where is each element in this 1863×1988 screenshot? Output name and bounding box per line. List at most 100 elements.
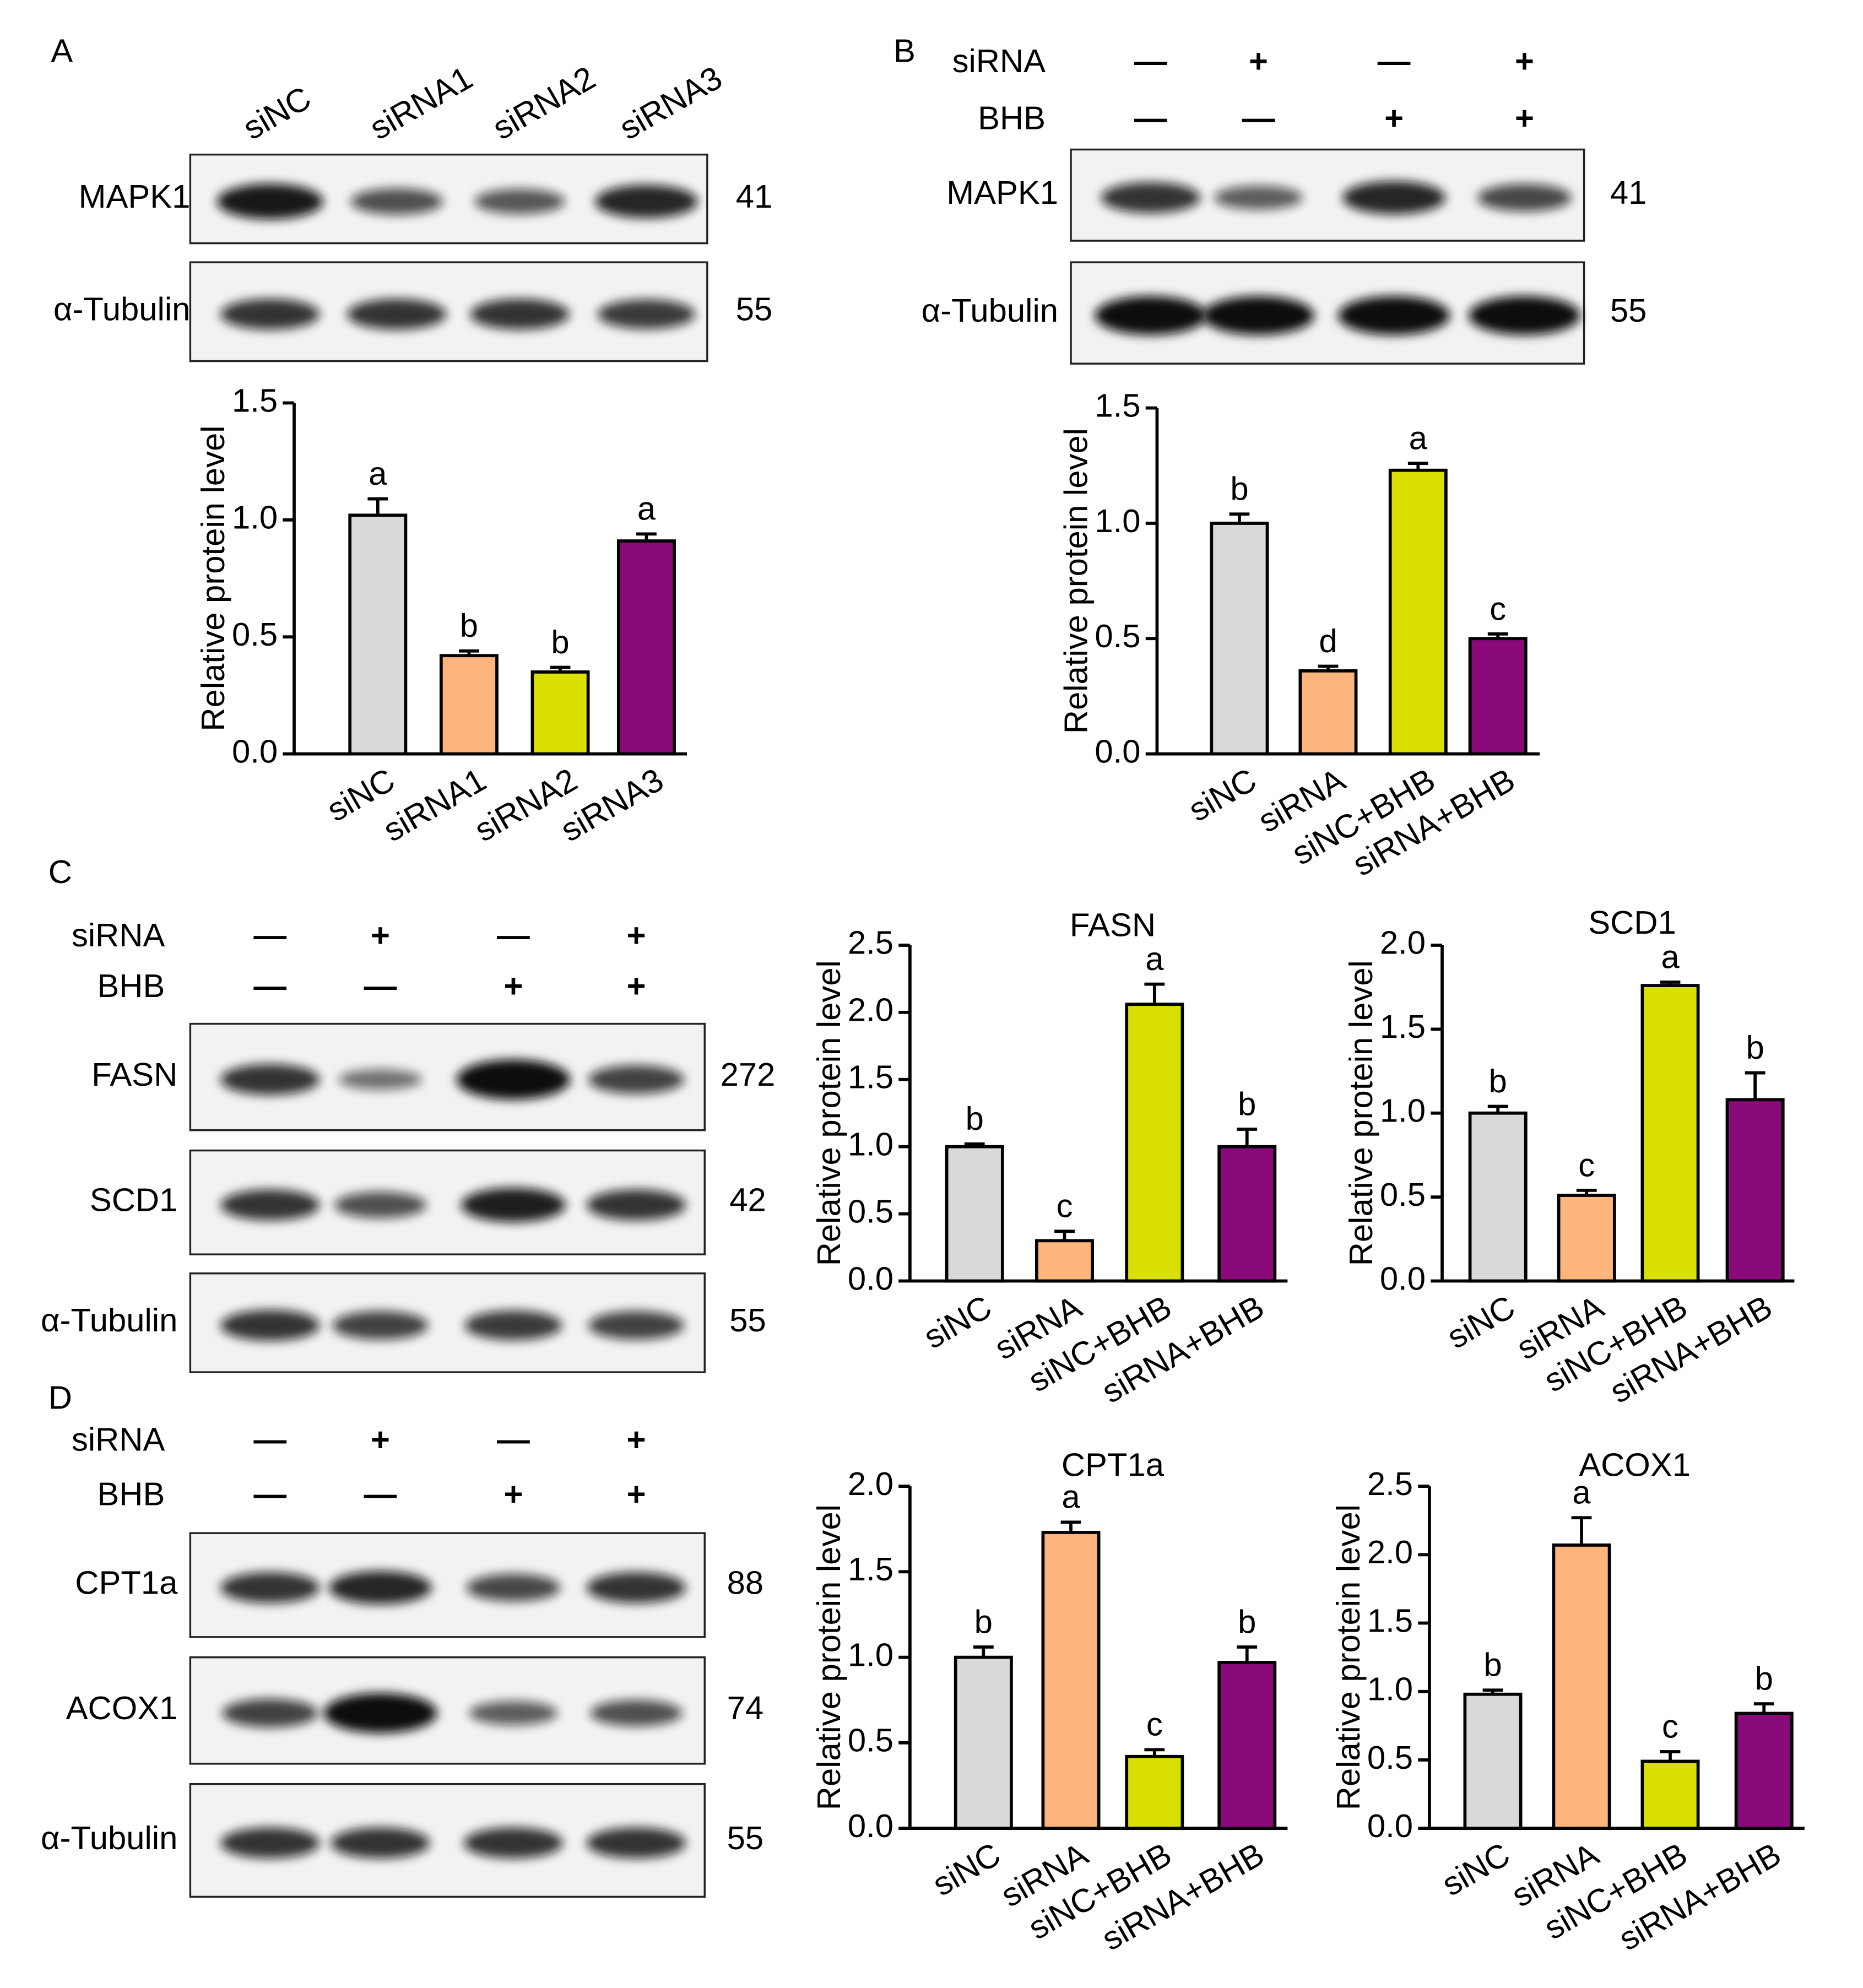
significance-letter: b xyxy=(1746,1029,1764,1066)
blot-band xyxy=(220,299,320,330)
bar xyxy=(1463,1692,1523,1830)
y-tick-label: 0.0 xyxy=(232,733,278,770)
bar xyxy=(1640,984,1700,1283)
blot-band xyxy=(597,299,696,329)
condition-sign: + xyxy=(1249,42,1268,79)
blot-band xyxy=(1477,183,1572,212)
significance-letter: b xyxy=(966,1100,984,1137)
significance-letter: a xyxy=(1661,938,1680,975)
y-tick-label: 2.5 xyxy=(1367,1465,1413,1502)
y-tick-label: 0.5 xyxy=(1380,1176,1426,1213)
x-tick-label: siNC xyxy=(918,1288,998,1356)
blot-band xyxy=(220,1572,320,1604)
kda-label: 74 xyxy=(727,1689,764,1726)
condition-sign: + xyxy=(503,1475,523,1512)
blot-band xyxy=(331,1827,430,1859)
error-bar xyxy=(550,665,571,672)
y-axis-label: Relative protein level xyxy=(194,425,231,731)
significance-letter: c xyxy=(1057,1188,1073,1225)
x-tick-label: siNC xyxy=(1182,761,1263,829)
blot-band xyxy=(463,1827,564,1859)
error-bar xyxy=(1144,1748,1165,1757)
protein-name: α-Tubulin xyxy=(41,1302,177,1339)
error-bar xyxy=(367,497,388,516)
y-tick-label: 0.5 xyxy=(232,616,278,653)
bar xyxy=(1035,1239,1094,1283)
error-bar xyxy=(1060,1520,1081,1532)
condition-sign: + xyxy=(627,917,646,954)
bar xyxy=(1125,1754,1184,1830)
condition-sign: — xyxy=(364,1475,397,1512)
blot-band xyxy=(1214,185,1303,210)
bar xyxy=(530,670,590,756)
error-bar xyxy=(1144,982,1165,1005)
blot-band xyxy=(350,188,443,215)
significance-letter: c xyxy=(1662,1708,1678,1745)
y-tick-label: 1.5 xyxy=(232,382,278,419)
error-bar xyxy=(1576,1189,1597,1196)
significance-letter: c xyxy=(1578,1146,1595,1183)
bar xyxy=(954,1655,1013,1830)
error-bar xyxy=(964,1142,985,1147)
significance-letter: b xyxy=(1238,1085,1256,1122)
blot-band xyxy=(329,1571,432,1605)
condition-name: siRNA xyxy=(72,917,165,954)
condition-sign: — xyxy=(253,917,286,954)
error-bar xyxy=(1487,632,1508,639)
error-bar xyxy=(1571,1516,1592,1545)
error-bar xyxy=(1054,1229,1075,1241)
bar xyxy=(439,654,499,756)
y-tick-label: 1.0 xyxy=(1367,1671,1413,1708)
condition-sign: — xyxy=(364,967,397,1004)
x-tick-label: siNC xyxy=(1440,1288,1521,1356)
significance-letter: c xyxy=(1490,590,1506,627)
significance-letter: b xyxy=(460,607,478,644)
kda-label: 55 xyxy=(727,1819,764,1856)
y-tick-label: 1.0 xyxy=(1380,1092,1426,1129)
condition-sign: — xyxy=(1134,99,1167,136)
condition-name: BHB xyxy=(97,1475,165,1512)
y-tick-label: 1.5 xyxy=(1380,1008,1426,1045)
bar xyxy=(1468,637,1528,756)
blot-band xyxy=(338,1069,423,1090)
condition-sign: — xyxy=(497,917,530,954)
blot-band xyxy=(1342,181,1445,214)
bar xyxy=(348,513,408,756)
condition-sign: — xyxy=(1134,42,1167,79)
significance-letter: b xyxy=(974,1603,993,1640)
y-axis-label: Relative protein level xyxy=(1342,960,1379,1266)
panel-letter: B xyxy=(893,32,916,69)
y-tick-label: 1.0 xyxy=(848,1636,893,1673)
blot-band xyxy=(220,1827,320,1859)
bar xyxy=(1468,1111,1528,1283)
y-tick-label: 1.5 xyxy=(848,1551,893,1588)
condition-sign: + xyxy=(627,1475,646,1512)
blot-band xyxy=(1095,296,1207,335)
y-axis-label: Relative protein level xyxy=(1058,428,1095,734)
y-tick-label: 2.5 xyxy=(848,924,893,961)
significance-letter: b xyxy=(1238,1603,1256,1640)
blot-band xyxy=(595,185,698,218)
lane-label: siRNA2 xyxy=(486,59,602,147)
error-bar xyxy=(1482,1688,1503,1694)
protein-name: SCD1 xyxy=(90,1182,178,1218)
bar xyxy=(1734,1711,1794,1830)
y-tick-label: 0.5 xyxy=(1367,1739,1413,1776)
kda-label: 88 xyxy=(727,1564,764,1601)
bar xyxy=(1217,1661,1277,1830)
kda-label: 42 xyxy=(729,1182,766,1218)
significance-letter: a xyxy=(1062,1478,1080,1515)
kda-label: 41 xyxy=(736,178,773,215)
y-tick-label: 1.0 xyxy=(232,499,278,536)
significance-letter: b xyxy=(1230,470,1248,507)
error-bar xyxy=(1487,1104,1508,1113)
error-bar xyxy=(1753,1702,1774,1714)
bar xyxy=(1041,1531,1101,1830)
blot-band xyxy=(1338,296,1450,335)
blot-band xyxy=(332,1311,429,1340)
chart-title: FASN xyxy=(1070,907,1156,944)
blot-band xyxy=(1101,182,1201,213)
significance-letter: d xyxy=(1319,622,1337,659)
bar xyxy=(1125,1003,1184,1283)
y-axis-label: Relative protein level xyxy=(810,960,847,1266)
